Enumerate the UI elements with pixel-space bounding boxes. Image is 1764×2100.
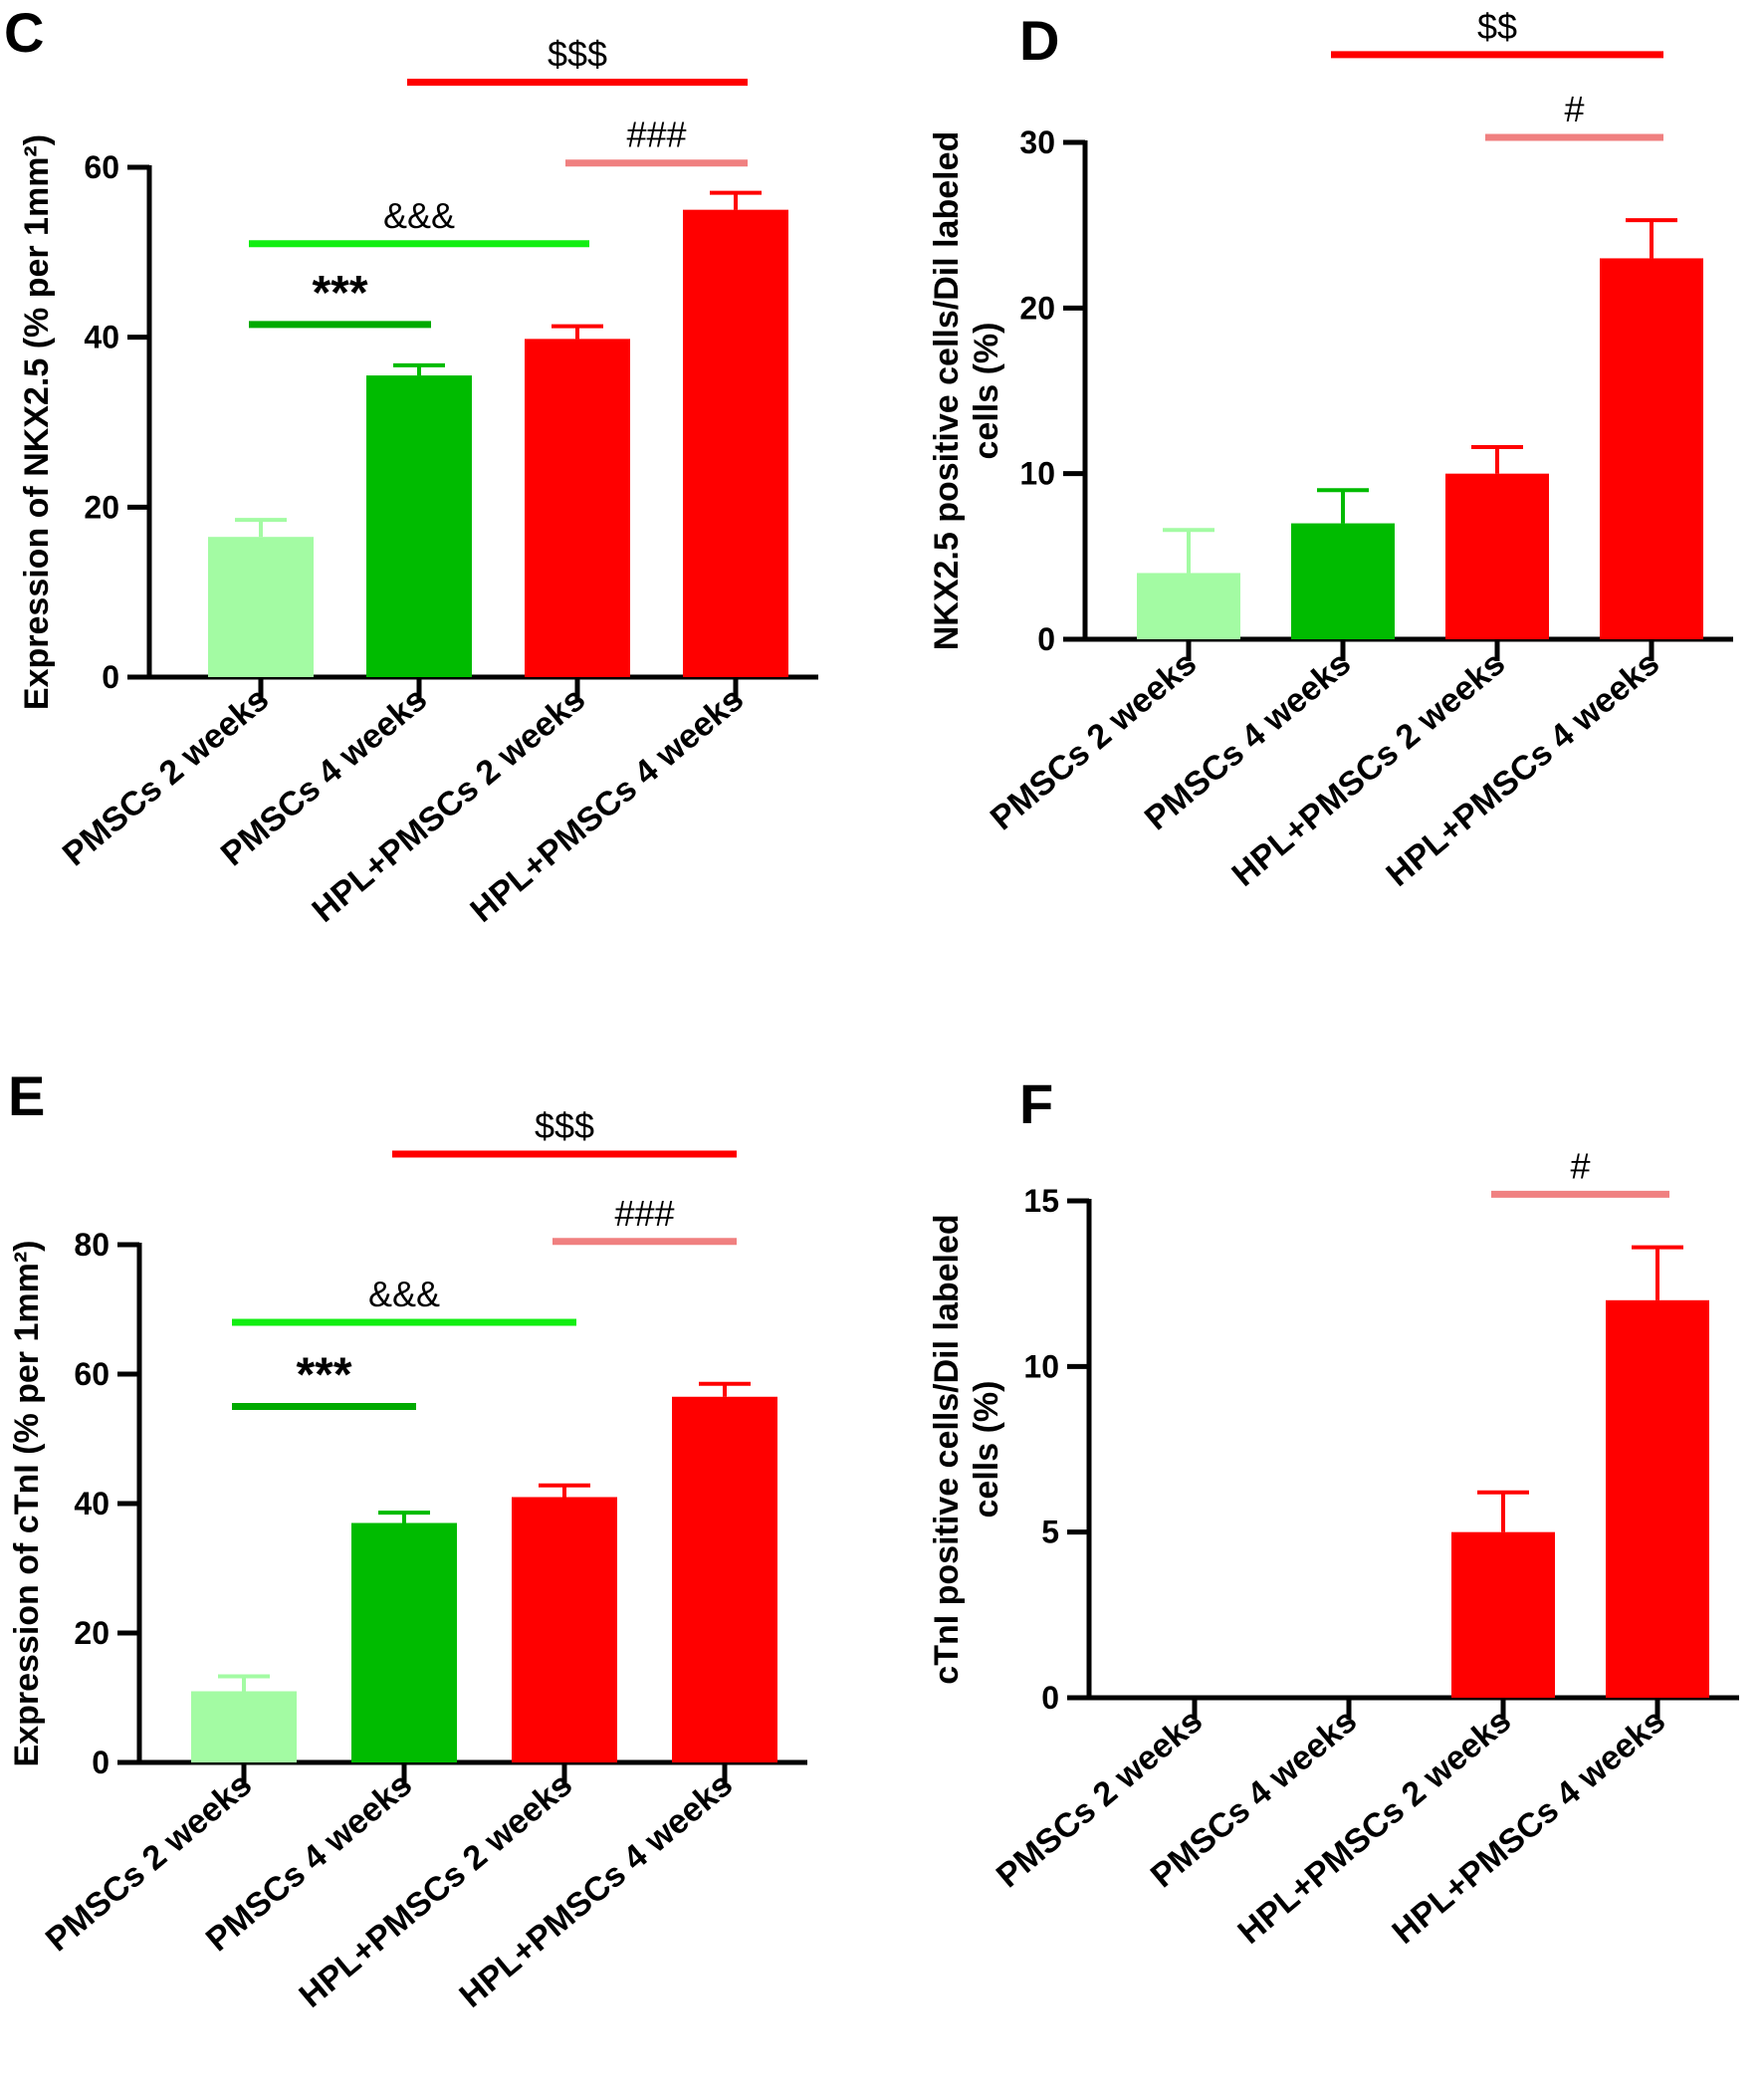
bar	[366, 375, 472, 677]
y-tick-label: 10	[1019, 456, 1055, 492]
y-axis-title: Expression of NKX2.5 (% per 1mm²)	[18, 134, 56, 710]
y-tick-label: 0	[92, 1745, 110, 1780]
y-axis-title: NKX2.5 positive cells/Dil labeled	[928, 131, 966, 651]
y-tick-label: 15	[1023, 1183, 1059, 1219]
bar	[208, 537, 314, 677]
panel-letter: C	[4, 1, 44, 64]
bar	[1451, 1531, 1555, 1698]
y-tick-label: 5	[1041, 1515, 1059, 1550]
category-label: HPL+PMSCs 4 weeks	[1386, 1702, 1673, 1952]
y-tick-label: 40	[74, 1486, 110, 1521]
bar	[683, 209, 788, 677]
category-label: HPL+PMSCs 2 weeks	[1225, 644, 1513, 894]
bar	[1137, 573, 1240, 639]
significance-label: $$	[1477, 6, 1517, 47]
y-tick-label: 0	[1041, 1680, 1059, 1716]
panel-letter: D	[1019, 9, 1059, 72]
y-axis-title: cells (%)	[968, 1381, 1005, 1518]
y-axis-title: cells (%)	[968, 323, 1005, 460]
panel-letter: F	[1019, 1072, 1053, 1135]
bar	[525, 339, 630, 677]
significance-label: &&&	[383, 195, 455, 236]
y-tick-label: 80	[74, 1227, 110, 1263]
y-tick-label: 20	[1019, 290, 1055, 326]
y-tick-label: 60	[74, 1356, 110, 1392]
significance-label: ###	[614, 1193, 674, 1234]
category-label: HPL+PMSCs 2 weeks	[1231, 1702, 1519, 1952]
bar	[1445, 473, 1549, 639]
significance-label: ###	[626, 115, 686, 155]
y-axis-title: cTnI positive cells/Dil labeled	[928, 1214, 966, 1684]
category-label: HPL+PMSCs 4 weeks	[464, 680, 752, 930]
significance-label: #	[1564, 89, 1584, 129]
bar	[512, 1497, 617, 1762]
y-tick-label: 60	[84, 149, 119, 185]
y-tick-label: 20	[74, 1615, 110, 1651]
significance-label: $$$	[535, 1105, 594, 1146]
significance-label: $$$	[548, 34, 607, 75]
significance-label: &&&	[368, 1274, 440, 1314]
y-tick-label: 30	[1019, 124, 1055, 160]
category-label: HPL+PMSCs 2 weeks	[293, 1765, 580, 2015]
bar	[1291, 523, 1395, 639]
category-label: HPL+PMSCs 4 weeks	[453, 1765, 741, 2015]
bar	[1600, 258, 1703, 639]
significance-label: ***	[312, 267, 367, 320]
y-axis-title: Expression of cTnI (% per 1mm²)	[8, 1241, 46, 1767]
bar	[672, 1396, 777, 1762]
y-tick-label: 0	[1037, 621, 1055, 657]
bar	[1606, 1299, 1709, 1698]
y-tick-label: 20	[84, 489, 119, 525]
bar	[191, 1691, 297, 1762]
panel-letter: E	[8, 1064, 45, 1127]
significance-label: ***	[296, 1349, 351, 1402]
category-label: HPL+PMSCs 2 weeks	[306, 680, 593, 930]
y-tick-label: 0	[102, 659, 119, 695]
y-tick-label: 40	[84, 320, 119, 355]
y-tick-label: 10	[1023, 1348, 1059, 1384]
category-label: HPL+PMSCs 4 weeks	[1380, 644, 1667, 894]
bar	[351, 1522, 457, 1762]
significance-label: #	[1570, 1145, 1590, 1186]
